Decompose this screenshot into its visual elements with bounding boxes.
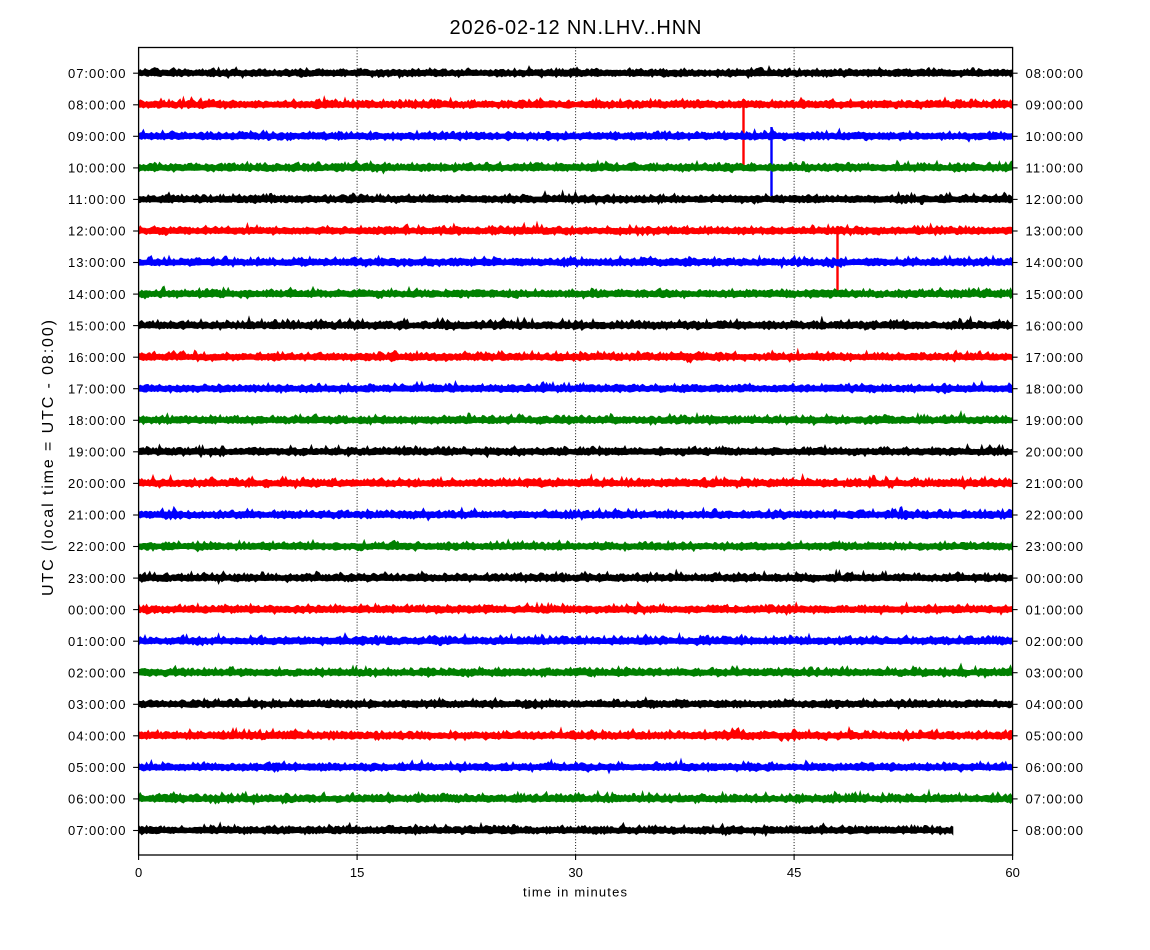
svg-text:23:00:00: 23:00:00 bbox=[1026, 539, 1084, 554]
svg-text:03:00:00: 03:00:00 bbox=[68, 697, 126, 712]
svg-text:02:00:00: 02:00:00 bbox=[68, 665, 126, 680]
svg-text:23:00:00: 23:00:00 bbox=[68, 571, 126, 586]
svg-text:22:00:00: 22:00:00 bbox=[68, 539, 126, 554]
svg-text:13:00:00: 13:00:00 bbox=[1026, 224, 1084, 239]
svg-text:17:00:00: 17:00:00 bbox=[1026, 350, 1084, 365]
svg-text:07:00:00: 07:00:00 bbox=[68, 823, 126, 838]
svg-text:18:00:00: 18:00:00 bbox=[68, 413, 126, 428]
svg-text:16:00:00: 16:00:00 bbox=[1026, 318, 1084, 333]
svg-text:02:00:00: 02:00:00 bbox=[1026, 634, 1084, 649]
svg-text:10:00:00: 10:00:00 bbox=[1026, 129, 1084, 144]
svg-text:12:00:00: 12:00:00 bbox=[1026, 192, 1084, 207]
svg-text:19:00:00: 19:00:00 bbox=[1026, 413, 1084, 428]
svg-text:08:00:00: 08:00:00 bbox=[1026, 66, 1084, 81]
svg-text:19:00:00: 19:00:00 bbox=[68, 445, 126, 460]
svg-text:06:00:00: 06:00:00 bbox=[68, 792, 126, 807]
svg-text:20:00:00: 20:00:00 bbox=[68, 476, 126, 491]
svg-text:60: 60 bbox=[1005, 865, 1019, 880]
svg-text:03:00:00: 03:00:00 bbox=[1026, 665, 1084, 680]
svg-text:2026-02-12 NN.LHV..HNN: 2026-02-12 NN.LHV..HNN bbox=[450, 17, 702, 39]
svg-text:14:00:00: 14:00:00 bbox=[1026, 255, 1084, 270]
svg-text:18:00:00: 18:00:00 bbox=[1026, 381, 1084, 396]
svg-text:07:00:00: 07:00:00 bbox=[1026, 792, 1084, 807]
svg-text:UTC (local time = UTC - 08:00): UTC (local time = UTC - 08:00) bbox=[40, 320, 57, 596]
svg-text:00:00:00: 00:00:00 bbox=[68, 602, 126, 617]
svg-text:21:00:00: 21:00:00 bbox=[1026, 476, 1084, 491]
svg-text:08:00:00: 08:00:00 bbox=[1026, 823, 1084, 838]
svg-text:04:00:00: 04:00:00 bbox=[1026, 697, 1084, 712]
svg-text:05:00:00: 05:00:00 bbox=[1026, 729, 1084, 744]
svg-text:15: 15 bbox=[350, 865, 364, 880]
svg-text:04:00:00: 04:00:00 bbox=[68, 729, 126, 744]
svg-text:30: 30 bbox=[568, 865, 582, 880]
svg-text:11:00:00: 11:00:00 bbox=[1026, 161, 1084, 176]
svg-text:0: 0 bbox=[135, 865, 142, 880]
svg-text:08:00:00: 08:00:00 bbox=[68, 98, 126, 113]
svg-text:06:00:00: 06:00:00 bbox=[1026, 760, 1084, 775]
svg-text:time in minutes: time in minutes bbox=[523, 885, 628, 900]
svg-text:09:00:00: 09:00:00 bbox=[68, 129, 126, 144]
svg-text:01:00:00: 01:00:00 bbox=[1026, 602, 1084, 617]
svg-text:10:00:00: 10:00:00 bbox=[68, 161, 126, 176]
svg-text:14:00:00: 14:00:00 bbox=[68, 287, 126, 302]
svg-text:11:00:00: 11:00:00 bbox=[68, 192, 126, 207]
svg-text:15:00:00: 15:00:00 bbox=[68, 318, 126, 333]
svg-text:17:00:00: 17:00:00 bbox=[68, 381, 126, 396]
svg-text:20:00:00: 20:00:00 bbox=[1026, 445, 1084, 460]
svg-text:00:00:00: 00:00:00 bbox=[1026, 571, 1084, 586]
svg-text:16:00:00: 16:00:00 bbox=[68, 350, 126, 365]
svg-text:12:00:00: 12:00:00 bbox=[68, 224, 126, 239]
svg-text:15:00:00: 15:00:00 bbox=[1026, 287, 1084, 302]
svg-text:07:00:00: 07:00:00 bbox=[68, 66, 126, 81]
svg-text:45: 45 bbox=[787, 865, 801, 880]
svg-text:05:00:00: 05:00:00 bbox=[68, 760, 126, 775]
svg-text:22:00:00: 22:00:00 bbox=[1026, 508, 1084, 523]
svg-text:09:00:00: 09:00:00 bbox=[1026, 98, 1084, 113]
svg-text:13:00:00: 13:00:00 bbox=[68, 255, 126, 270]
svg-text:21:00:00: 21:00:00 bbox=[68, 508, 126, 523]
svg-text:01:00:00: 01:00:00 bbox=[68, 634, 126, 649]
